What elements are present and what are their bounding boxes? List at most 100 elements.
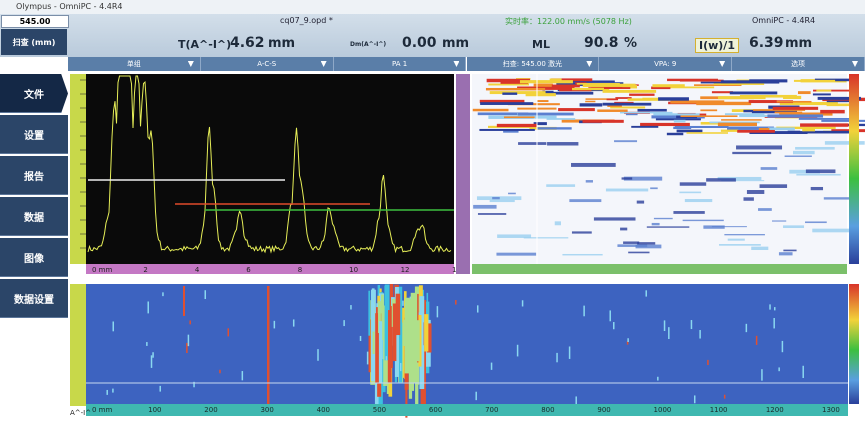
cscan-indication xyxy=(699,330,701,339)
bscan-echo xyxy=(558,108,595,111)
cscan-indication xyxy=(159,386,161,392)
toolbar-text: PA 1 xyxy=(392,60,407,68)
cscan-indication xyxy=(106,390,108,395)
cscan-axis-label: 700 xyxy=(485,406,498,414)
bscan-echo xyxy=(650,187,657,189)
toolbar-field[interactable]: PA 1 xyxy=(334,57,467,71)
toolbar-field[interactable]: 单组 xyxy=(68,57,201,71)
menu-button[interactable]: 文件 xyxy=(0,74,68,113)
cscan-indication xyxy=(769,304,771,309)
bscan-echo xyxy=(480,102,533,105)
toolbar-field[interactable]: 选项 xyxy=(732,57,865,71)
ascan-axis-label: 6 xyxy=(246,266,251,274)
cscan-indication xyxy=(694,395,696,403)
bscan-echo xyxy=(552,85,580,88)
bscan-echo xyxy=(794,80,835,82)
toolbar-icon xyxy=(188,61,194,67)
menu-button[interactable]: 设置 xyxy=(0,115,68,154)
bscan-echo xyxy=(658,97,689,100)
reading-value: 4.62 xyxy=(230,35,265,51)
bscan-echo xyxy=(714,83,764,85)
cscan-indication xyxy=(761,369,763,381)
ascan-axis-label: 12 xyxy=(401,266,410,274)
bscan-echo xyxy=(546,184,575,187)
toolbar-icon xyxy=(719,61,725,67)
bscan-bottom-ruler xyxy=(472,264,847,274)
bscan-echo xyxy=(793,151,815,154)
bscan-echo xyxy=(802,128,815,131)
bscan-palette xyxy=(849,74,859,264)
bscan-echo xyxy=(800,123,848,126)
cscan-indication xyxy=(405,298,410,374)
reading-value: 6.39 xyxy=(749,35,784,51)
cscan-axis-label: 200 xyxy=(204,406,217,414)
cscan-indication xyxy=(147,301,149,313)
menu-button[interactable]: 数据 xyxy=(0,197,68,236)
menu-button[interactable]: 数据设置 xyxy=(0,279,68,318)
cscan-axis-label: 900 xyxy=(597,406,610,414)
toolbar-icon xyxy=(321,61,327,67)
bscan-echo xyxy=(478,213,506,215)
bscan-echo xyxy=(473,109,509,111)
bscan-echo xyxy=(768,127,795,130)
cscan-indication xyxy=(317,349,319,361)
cscan-indication xyxy=(293,319,295,326)
cscan-indication xyxy=(724,395,726,399)
bscan-echo xyxy=(636,245,662,249)
bscan-echo xyxy=(732,152,771,154)
bscan-echo xyxy=(749,100,777,103)
bscan-echo xyxy=(547,118,576,120)
bscan-echo xyxy=(486,88,545,90)
bscan-echo xyxy=(673,127,691,129)
bscan-echo xyxy=(538,127,572,129)
scan-axis-button[interactable]: 扫查 (mm) xyxy=(1,29,67,55)
title-bar: Olympus - OmniPC - 4.4R4 xyxy=(0,0,865,14)
bscan-echo xyxy=(497,124,538,127)
reading-value: 90.8 xyxy=(584,35,619,51)
bscan-echo xyxy=(687,132,728,134)
menu-button[interactable]: 报告 xyxy=(0,156,68,195)
bscan-echo xyxy=(585,101,595,103)
cscan-indication xyxy=(267,286,270,404)
cscan-indication xyxy=(746,324,748,332)
cscan-axis-label: 100 xyxy=(148,406,161,414)
bscan-echo xyxy=(683,220,724,221)
bscan-echo xyxy=(799,118,852,120)
cscan-indication xyxy=(188,335,190,346)
cscan-indication xyxy=(778,367,780,371)
bscan-echo xyxy=(718,96,766,99)
cscan-axis-label: 500 xyxy=(373,406,386,414)
bscan-echo xyxy=(607,99,618,101)
bscan-echo xyxy=(637,242,655,244)
toolbar-field[interactable]: 扫查: 545.00 激光 xyxy=(467,57,600,71)
bscan-echo xyxy=(524,237,569,238)
toolbar-field[interactable]: VPA: 9 xyxy=(599,57,732,71)
cscan-indication xyxy=(400,363,402,371)
cscan-indication xyxy=(146,342,148,346)
bscan-echo xyxy=(622,177,633,179)
reading-value: 0.00 xyxy=(402,35,437,51)
bscan-echo xyxy=(583,120,624,123)
bscan-echo xyxy=(667,133,683,135)
reading-label: I(w)/1 xyxy=(695,38,739,53)
bscan-echo xyxy=(730,91,778,94)
bscan-echo xyxy=(504,116,535,118)
toolbar-field[interactable]: A-C-S xyxy=(201,57,334,71)
bscan-echo xyxy=(718,123,757,126)
file-name: cq07_9.opd * xyxy=(280,16,333,25)
bscan-echo xyxy=(813,93,831,95)
bscan-echo xyxy=(747,190,764,194)
bscan-echo xyxy=(783,250,796,252)
side-menu: 文件设置报告数据图像数据设置 xyxy=(0,72,68,424)
header: 545.00 扫查 (mm) cq07_9.opd * 实时率：122.00 m… xyxy=(0,14,865,57)
cscan-indication xyxy=(664,320,666,331)
bscan-echo xyxy=(614,140,637,142)
bscan-echo xyxy=(685,199,712,202)
bscan-echo xyxy=(594,217,636,220)
bscan-echo xyxy=(603,103,652,106)
bscan-echo xyxy=(788,131,801,133)
bscan-echo xyxy=(547,142,578,145)
menu-button[interactable]: 图像 xyxy=(0,238,68,277)
bscan-echo xyxy=(569,199,601,202)
bscan-echo xyxy=(518,113,574,116)
